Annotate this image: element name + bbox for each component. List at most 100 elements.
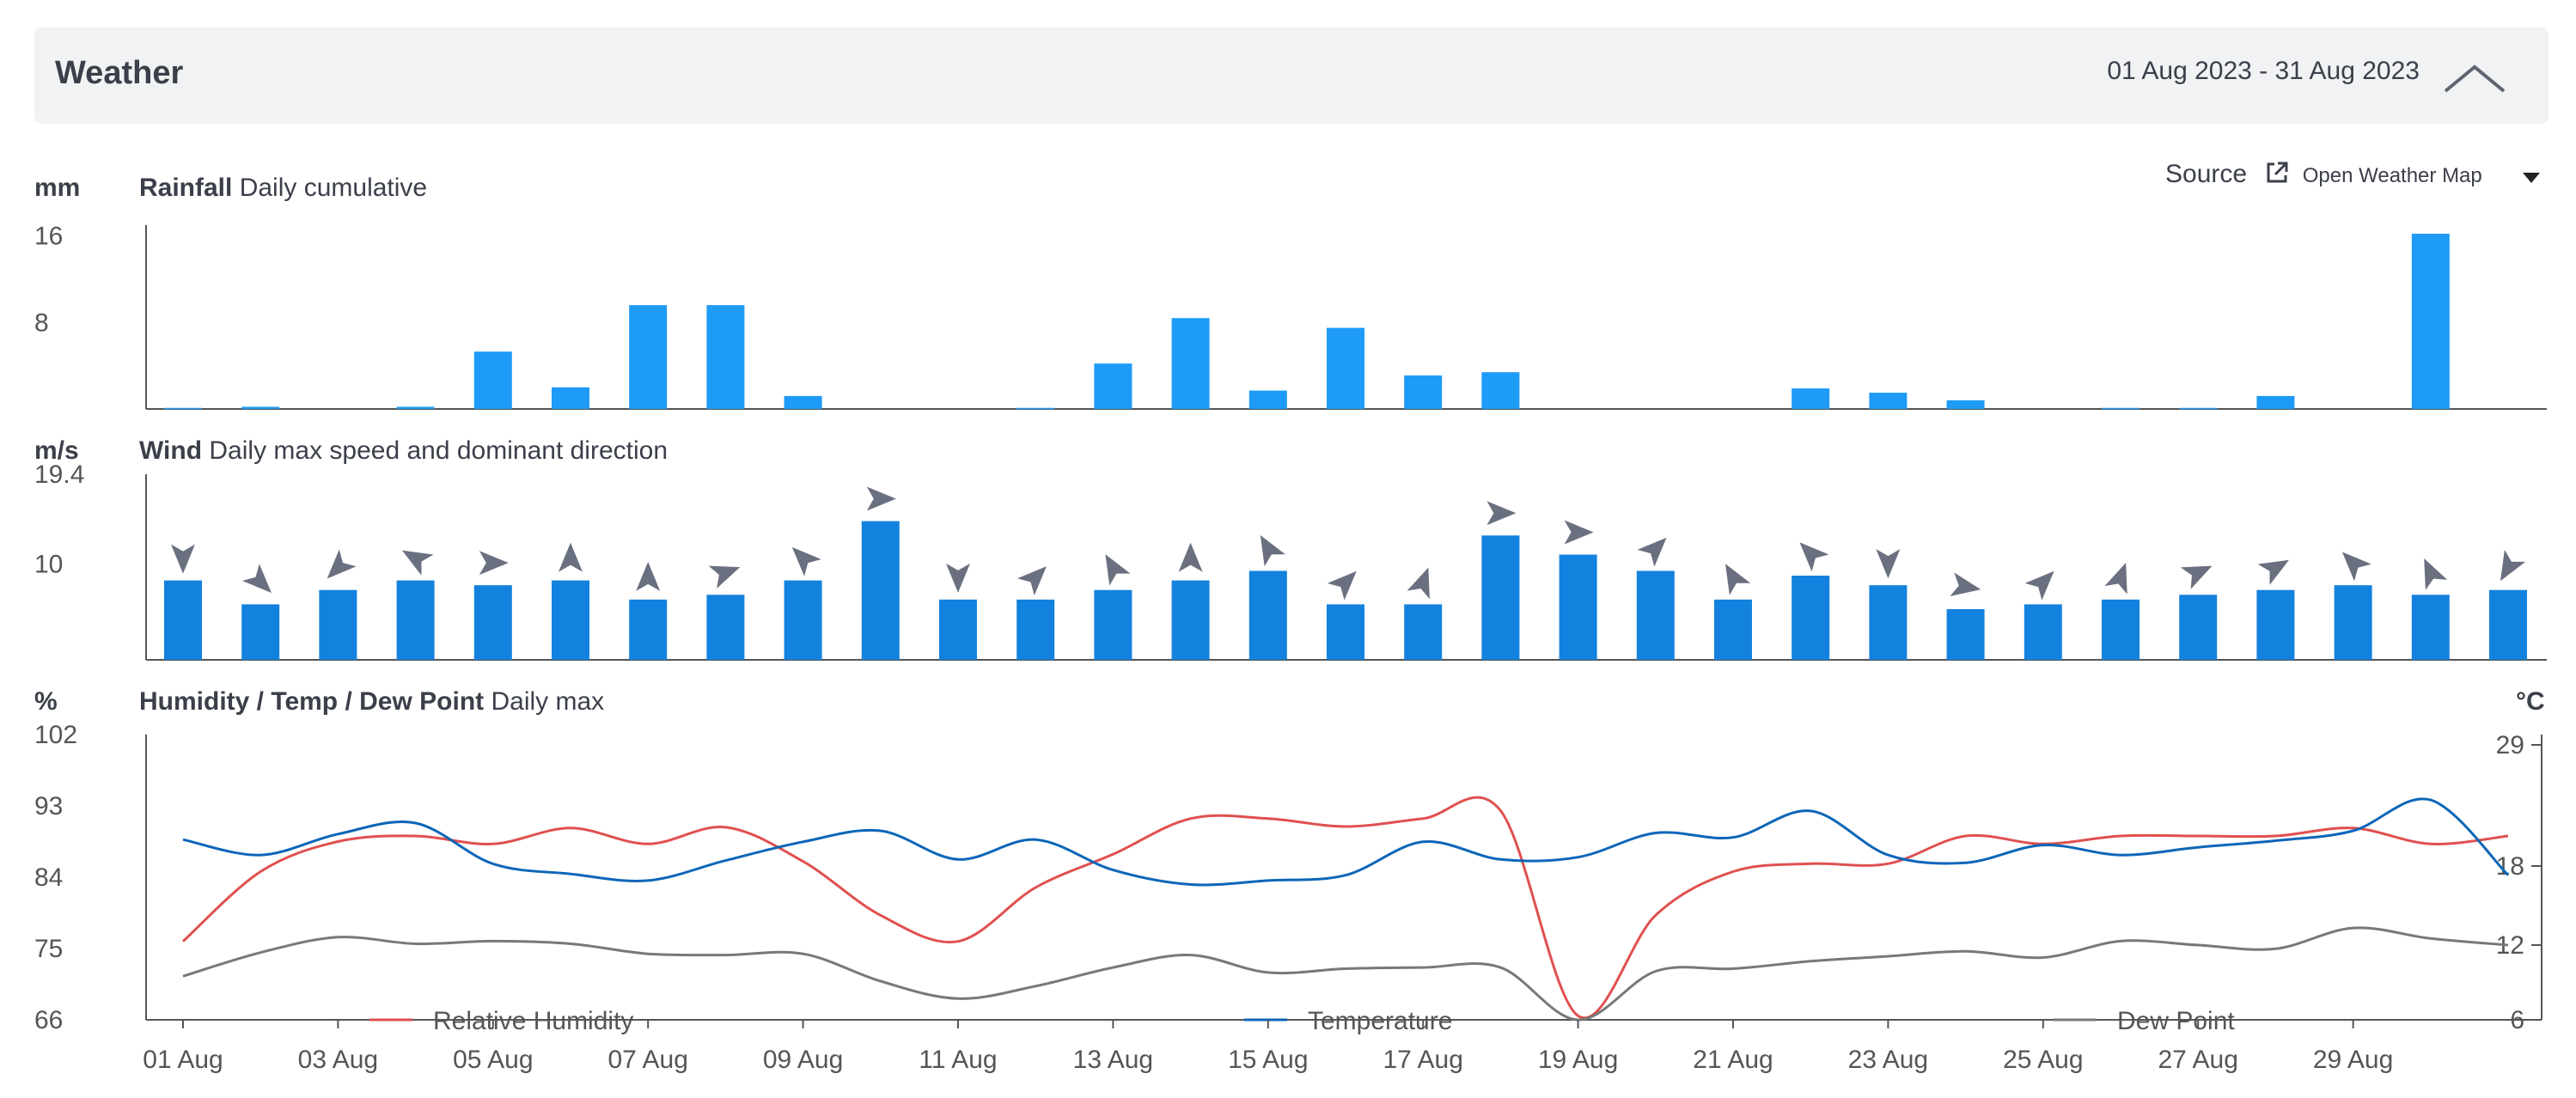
rain-bar (1094, 363, 1132, 409)
x-tick-label: 09 Aug (763, 1046, 843, 1074)
rain-unit-label: mm (34, 174, 81, 202)
wind-direction-arrow-icon (241, 564, 272, 594)
arrow-shape (1327, 570, 1357, 601)
wind-bar (629, 599, 668, 660)
x-tick-label: 01 Aug (143, 1046, 223, 1074)
arrow-shape (479, 551, 509, 576)
wind-direction-arrow-icon (866, 486, 896, 511)
rain-bar (1869, 393, 1908, 409)
rain-bar (1792, 388, 1830, 409)
arrow-shape (2024, 570, 2054, 601)
arrow-shape (1178, 542, 1203, 572)
arrow-shape (2104, 562, 2127, 595)
arrow-shape (559, 542, 583, 572)
arrow-shape (327, 549, 357, 579)
wind-subtitle: Daily max speed and dominant direction (209, 436, 668, 465)
wind-bar (2256, 589, 2295, 660)
x-tick-label: 27 Aug (2158, 1046, 2237, 1074)
rain-bar (1404, 375, 1443, 409)
climate-title: Humidity / Temp / Dew Point (139, 687, 485, 716)
wind-bar (1094, 589, 1132, 660)
rain-bar (164, 407, 202, 410)
wind-direction-arrow-icon (1486, 501, 1517, 526)
x-tick-label: 17 Aug (1383, 1046, 1462, 1074)
humidity-y-tick: 102 (34, 721, 77, 749)
wind-direction-arrow-icon (708, 565, 741, 589)
arrow-shape (1876, 549, 1901, 579)
climate-subtitle: Daily max (491, 687, 605, 716)
wind-direction-arrow-icon (946, 563, 970, 593)
rain-bar (706, 305, 745, 409)
rain-bar (1016, 407, 1055, 410)
humidity-line (181, 796, 2509, 1020)
humidity-y-tick: 93 (34, 792, 63, 820)
x-tick-label: 25 Aug (2003, 1046, 2083, 1074)
wind-direction-arrow-icon (1407, 567, 1430, 600)
wind-bar (473, 585, 512, 660)
arrow-shape (866, 486, 896, 511)
humidity-y-tick: 75 (34, 935, 63, 963)
date-range[interactable]: 01 Aug 2023 - 31 Aug 2023 (2107, 57, 2420, 85)
rain-y-tick: 16 (34, 223, 63, 251)
arrow-shape (241, 564, 272, 594)
panel-title: Weather (55, 55, 184, 91)
x-tick-label: 21 Aug (1693, 1046, 1773, 1074)
wind-direction-arrow-icon (2257, 559, 2289, 585)
legend-label: Temperature (1308, 1007, 1452, 1035)
temperature-y-tick: 29 (2496, 731, 2524, 759)
wind-title: Wind (139, 436, 203, 465)
temperature-line (182, 797, 2510, 887)
rain-bar (552, 387, 589, 409)
wind-bar (552, 580, 589, 660)
wind-bar (2489, 589, 2527, 660)
arrow-shape (1407, 567, 1430, 600)
wind-direction-arrow-icon (2024, 570, 2054, 601)
source-name[interactable]: Open Weather Map (2302, 164, 2482, 187)
x-tick-label: 23 Aug (1848, 1046, 1928, 1074)
wind-direction-arrow-icon (1016, 566, 1047, 596)
rain-bar (396, 406, 435, 409)
wind-bar (784, 580, 822, 660)
humidity-y-tick: 66 (34, 1006, 63, 1034)
wind-bar (241, 604, 280, 660)
wind-direction-arrow-icon (1725, 564, 1751, 595)
external-link-icon[interactable] (2264, 160, 2290, 186)
source-selector[interactable]: Source Open Weather Map (2165, 160, 2540, 189)
wind-bar (861, 521, 900, 660)
chevron-up-icon[interactable] (2442, 62, 2507, 93)
wind-direction-arrow-icon (791, 546, 821, 576)
wind-bar (1248, 570, 1287, 660)
rain-chart-title: Rainfall Daily cumulative (139, 174, 427, 203)
x-tick-label: 05 Aug (453, 1046, 533, 1074)
arrow-shape (1260, 534, 1285, 567)
rain-bar (1481, 372, 1520, 409)
dew-point-line (182, 926, 2509, 1022)
x-tick-label: 19 Aug (1538, 1046, 1618, 1074)
x-tick-label: 15 Aug (1228, 1046, 1308, 1074)
wind-direction-arrow-icon (2180, 565, 2213, 589)
wind-y-tick: 10 (34, 551, 63, 579)
wind-direction-arrow-icon (1105, 554, 1131, 586)
wind-direction-arrow-icon (559, 542, 583, 572)
arrow-shape (402, 550, 434, 576)
wind-direction-arrow-icon (1564, 520, 1594, 545)
arrow-shape (1564, 520, 1594, 545)
wind-chart-title: Wind Daily max speed and dominant direct… (139, 436, 668, 466)
wind-direction-arrow-icon (2104, 562, 2127, 595)
arrow-shape (1016, 566, 1047, 596)
wind-bar (1481, 535, 1520, 660)
arrow-shape (2257, 559, 2289, 585)
wind-bar (1404, 604, 1443, 660)
rain-y-tick: 8 (34, 308, 49, 337)
arrow-shape (2500, 549, 2526, 582)
arrow-shape (636, 561, 661, 591)
wind-direction-arrow-icon (2341, 552, 2372, 582)
rain-bar (473, 351, 512, 409)
rain-bar (784, 395, 822, 409)
wind-direction-arrow-icon (2424, 558, 2448, 590)
caret-down-icon[interactable] (2522, 172, 2541, 184)
wind-bar (939, 599, 977, 660)
x-tick-label: 03 Aug (298, 1046, 378, 1074)
wind-bar (1869, 585, 1908, 660)
